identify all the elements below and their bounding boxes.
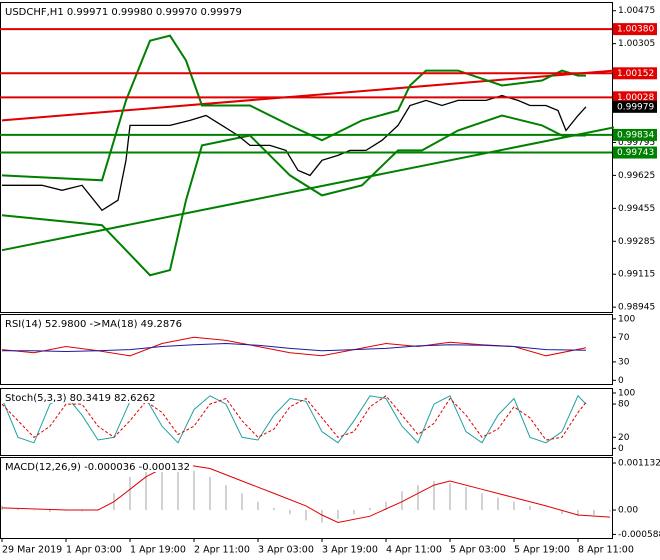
y-tick-label: 20	[618, 433, 630, 443]
y-tick-label: 0.99115	[618, 270, 655, 280]
y-tick-label: 0.00	[618, 506, 638, 516]
x-tick-label: 3 Apr 19:00	[322, 545, 378, 556]
histogram-bar	[561, 510, 563, 515]
panel-title: USDCHF,H1 0.99971 0.99980 0.99970 0.9997…	[5, 7, 242, 18]
y-tick-label: 80	[618, 400, 630, 410]
histogram-bar	[385, 501, 387, 511]
histogram-bar	[465, 487, 467, 511]
histogram-bar	[145, 466, 147, 511]
x-tick-label: 8 Apr 11:00	[578, 545, 634, 556]
y-tick-label: 0	[618, 444, 624, 454]
series-line	[1, 114, 586, 277]
level-label-bg	[613, 23, 657, 36]
histogram-bar	[209, 476, 211, 511]
y-tick-label: 0.001132	[618, 459, 660, 469]
y-tick-label: 0	[618, 376, 624, 386]
x-tick-label: 3 Apr 03:00	[258, 545, 314, 556]
histogram-bar	[401, 491, 403, 511]
x-tick-label: 1 Apr 19:00	[130, 545, 186, 556]
series-line	[1, 34, 586, 182]
histogram-bar	[337, 510, 339, 520]
histogram-bar	[321, 510, 323, 523]
histogram-bar	[513, 501, 515, 511]
histogram-bar	[593, 510, 595, 515]
y-tick-label: -0.000588	[618, 530, 660, 540]
level-label-bg	[613, 100, 657, 113]
histogram-bar	[417, 485, 419, 511]
y-tick-label: 0.99455	[618, 204, 655, 214]
histogram-bar	[529, 505, 531, 511]
histogram-bar	[481, 493, 483, 511]
histogram-bar	[129, 476, 131, 511]
histogram-bar	[33, 510, 35, 511]
histogram-bar	[449, 483, 451, 511]
x-tick-label: 29 Mar 2019	[2, 545, 62, 556]
histogram-bar	[433, 480, 435, 511]
series-line	[2, 342, 587, 353]
x-tick-label: 2 Apr 11:00	[194, 545, 250, 556]
level-label: 1.00152	[617, 69, 654, 79]
histogram-bar	[353, 510, 355, 515]
series-line	[1, 69, 615, 122]
series-line	[1, 395, 587, 441]
title-bg	[2, 391, 159, 403]
histogram-bar	[369, 507, 371, 511]
level-label: 0.99743	[617, 148, 654, 158]
y-tick-label: 0.98945	[618, 303, 655, 313]
y-tick-label: 100	[618, 388, 635, 398]
series-line	[1, 126, 615, 252]
x-tick-label: 5 Apr 03:00	[450, 545, 506, 556]
level-label-bg	[613, 128, 657, 141]
series-line	[1, 336, 587, 357]
histogram-bar	[545, 510, 547, 511]
histogram-bar	[577, 510, 579, 517]
x-tick-label: 5 Apr 19:00	[514, 545, 570, 556]
y-tick-label: 30	[618, 357, 630, 367]
series-line	[1, 394, 587, 444]
level-label-bg	[613, 67, 657, 80]
histogram-bar	[17, 507, 19, 511]
panel-title: Stoch(5,3,3) 80.3419 82.6262	[5, 393, 156, 404]
series-line	[1, 462, 611, 524]
panel-frame	[0, 457, 613, 539]
histogram-bar	[161, 462, 163, 511]
histogram-bar	[497, 497, 499, 511]
histogram-bar	[273, 507, 275, 511]
histogram-bar	[609, 510, 611, 512]
title-bg	[2, 5, 245, 17]
panel-frame	[0, 314, 613, 385]
panel-frame	[0, 2, 613, 313]
level-label: 0.99979	[617, 102, 654, 112]
histogram-bar	[193, 470, 195, 511]
histogram-bar	[241, 493, 243, 511]
x-tick-label: 1 Apr 03:00	[66, 545, 122, 556]
title-bg	[2, 460, 193, 472]
histogram-bar	[305, 510, 307, 521]
panel-title: MACD(12,26,9) -0.000036 -0.000132	[5, 462, 190, 473]
panel-frame	[0, 388, 613, 456]
level-label: 1.00380	[617, 25, 654, 35]
level-label: 1.00028	[617, 93, 654, 103]
y-tick-label: 1.00475	[618, 6, 655, 16]
histogram-bar	[177, 463, 179, 511]
histogram-bar	[49, 510, 51, 513]
level-label-bg	[613, 91, 657, 104]
y-tick-label: 100	[618, 314, 635, 324]
histogram-bar	[81, 510, 83, 512]
y-tick-label: 0.99625	[618, 171, 655, 181]
histogram-bar	[225, 485, 227, 511]
y-tick-label: 0.99285	[618, 237, 655, 247]
histogram-bar	[257, 501, 259, 511]
histogram-bar	[289, 510, 291, 515]
title-bg	[2, 317, 185, 329]
y-tick-label: 1.00305	[618, 39, 655, 49]
y-tick-label: 0.99795	[618, 138, 655, 148]
level-label-bg	[613, 146, 657, 159]
panel-title: RSI(14) 52.9800 ->MA(18) 49.2876	[5, 319, 182, 330]
level-label: 0.99834	[617, 130, 654, 140]
x-tick-label: 4 Apr 11:00	[386, 545, 442, 556]
y-tick-label: 70	[618, 333, 630, 343]
